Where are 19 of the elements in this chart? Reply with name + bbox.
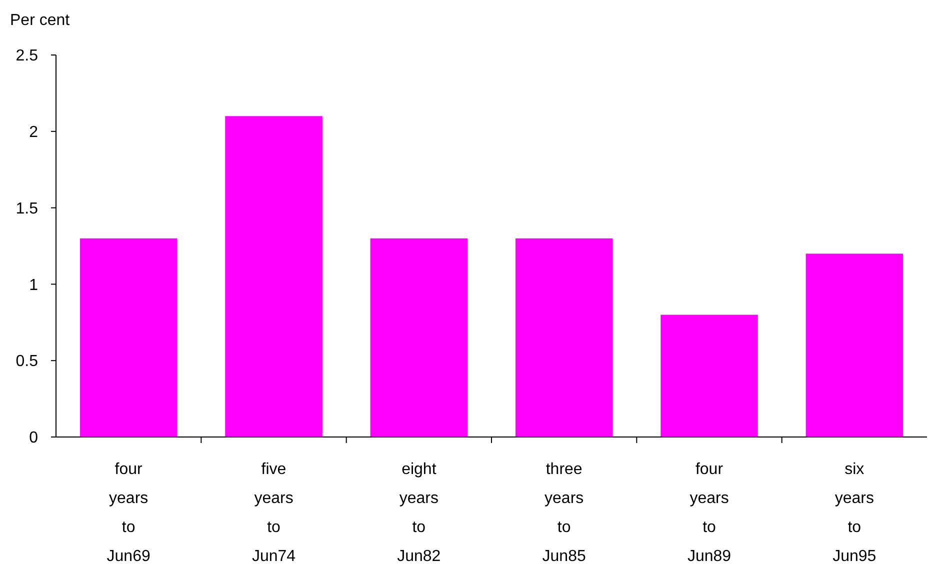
bar (660, 314, 758, 437)
bar (80, 238, 178, 437)
y-tick-label: 2.5 (16, 48, 38, 65)
y-tick-label: 1.5 (16, 200, 38, 218)
bar (515, 238, 613, 437)
x-tick-label: four years to Jun89 (687, 461, 732, 564)
x-tick-label: five years to Jun74 (252, 461, 296, 564)
x-tick-label: eight years to Jun82 (397, 461, 441, 564)
x-tick-label: four years to Jun69 (106, 461, 150, 564)
y-tick-label: 0 (29, 430, 38, 447)
x-tick-label: six years to Jun95 (832, 461, 876, 564)
bar (806, 254, 904, 437)
y-axis-title: Per cent (10, 12, 70, 29)
x-tick-label: three years to Jun85 (542, 461, 586, 564)
bar (225, 116, 322, 437)
y-tick-label: 2 (29, 124, 38, 141)
bar (370, 238, 468, 437)
y-tick-label: 0.5 (16, 353, 38, 370)
y-tick-label: 1 (29, 276, 38, 294)
